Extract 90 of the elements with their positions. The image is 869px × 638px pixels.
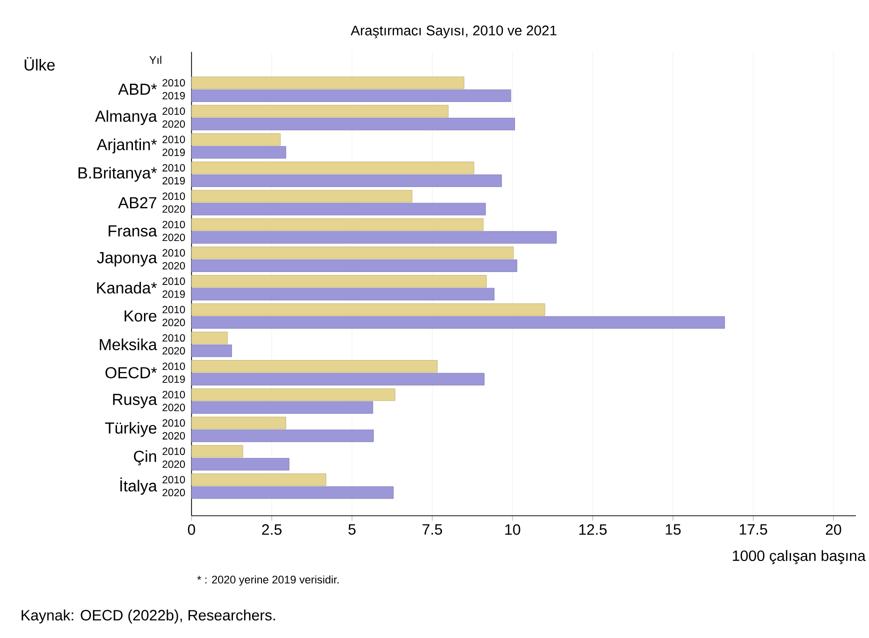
- bar: [191, 190, 412, 202]
- text: * : 2020 yerine 2019 verisidir.: [197, 575, 339, 586]
- text: B.Britanya*: [78, 166, 157, 182]
- x-tick-label: 20: [826, 524, 842, 535]
- x-tick-label: 10: [505, 524, 520, 535]
- x-tick-label: 5: [348, 524, 356, 534]
- y-tick-label: 2010: [162, 419, 185, 426]
- text: Meksika: [100, 338, 158, 350]
- y-tick-label: 2010: [162, 192, 185, 200]
- bar: [191, 486, 394, 499]
- text: Kaynak: OECD (2022b), Researchers.: [22, 609, 275, 624]
- y-tick-label: 2020: [162, 460, 185, 468]
- y-tick-label: 2010: [162, 390, 185, 398]
- bar: [191, 360, 438, 372]
- y-tick-label: 2010: [162, 447, 185, 455]
- bar: [191, 274, 487, 288]
- bar: [191, 416, 286, 429]
- bar: [191, 259, 518, 272]
- y-tick-label: 2010: [162, 476, 185, 484]
- x-tick-label: 17.5: [740, 524, 768, 534]
- y-tick-label: 2019: [162, 290, 185, 298]
- text: İtalya: [120, 477, 158, 494]
- bar: [191, 218, 484, 231]
- y-tick-label: 2010: [162, 136, 185, 143]
- text: Japonya: [96, 252, 158, 266]
- y-tick-label: 2020: [162, 205, 185, 213]
- bar: [191, 388, 396, 401]
- x-axis-title: 1000 çalışan başına: [732, 550, 866, 564]
- bar: [191, 202, 486, 216]
- bar: [191, 444, 244, 458]
- y-tick-label: 2020: [162, 432, 185, 440]
- y-tick-label: 2010: [162, 220, 185, 228]
- bar: [191, 316, 725, 328]
- y-tick-label: 2020: [162, 318, 185, 326]
- y-tick-label: 2010: [162, 277, 185, 285]
- bar: [191, 288, 494, 300]
- y-tick-label: 2019: [162, 176, 185, 184]
- x-tick-label: 12.5: [579, 524, 607, 535]
- bar: [191, 104, 449, 118]
- text: Çin: [134, 450, 156, 466]
- text: Türkiye: [105, 422, 156, 437]
- bar: [191, 473, 326, 486]
- x-tick-label: 7.5: [422, 524, 442, 534]
- y-tick-label: 2020: [162, 262, 185, 270]
- x-tick-label: 0: [188, 524, 196, 535]
- y-tick-label: 2010: [162, 78, 185, 86]
- text: Yıl: [149, 56, 162, 64]
- bar: [191, 401, 374, 414]
- text: Ülke: [24, 56, 55, 70]
- text: Almanya: [95, 110, 158, 125]
- bar: [191, 161, 474, 174]
- y-tick-label: 2020: [162, 234, 185, 241]
- bar: [191, 174, 502, 187]
- x-tick-label: 2.5: [262, 524, 282, 535]
- y-tick-label: 2010: [162, 362, 185, 370]
- text: OECD*: [106, 366, 157, 378]
- bar: [191, 89, 512, 102]
- text: Kanada*: [97, 282, 157, 294]
- bar: [191, 372, 484, 386]
- bar: [191, 458, 290, 470]
- bar: [191, 303, 546, 316]
- bar: [191, 429, 374, 442]
- y-tick-label: 2019: [162, 148, 185, 156]
- text: Kore: [124, 310, 156, 322]
- y-tick-label: 2020: [162, 404, 185, 412]
- bar: [191, 118, 515, 130]
- y-tick-label: 2010: [162, 248, 185, 256]
- bar: [191, 76, 464, 89]
- text: Fransa: [108, 225, 158, 236]
- chart-title: Araştırmacı Sayısı, 2010 ve 2021: [350, 25, 556, 38]
- text: ABD*: [118, 84, 157, 95]
- bar: [191, 133, 281, 146]
- bar: [191, 344, 232, 357]
- y-tick-label: 2019: [162, 92, 185, 100]
- y-tick-label: 2020: [162, 488, 185, 496]
- bar: [191, 146, 286, 158]
- text: Rusya: [113, 394, 158, 408]
- y-tick-label: 2010: [162, 107, 185, 115]
- y-tick-label: 2020: [162, 346, 185, 354]
- y-tick-label: 2010: [162, 334, 185, 342]
- bar: [191, 331, 228, 344]
- y-tick-label: 2010: [162, 164, 185, 172]
- y-tick-label: 2019: [162, 375, 185, 383]
- bar: [191, 230, 557, 244]
- text: AB27: [118, 196, 156, 208]
- text: Arjantin*: [96, 138, 157, 154]
- y-tick-label: 2010: [162, 306, 185, 314]
- x-tick-label: 15: [666, 524, 681, 534]
- bar: [191, 246, 514, 259]
- y-tick-label: 2020: [162, 120, 185, 128]
